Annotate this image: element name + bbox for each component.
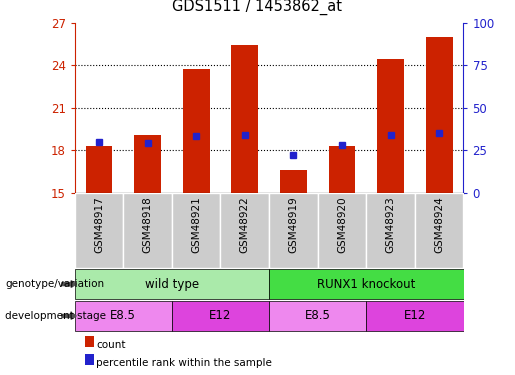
Bar [269, 269, 464, 299]
Text: GSM48917: GSM48917 [94, 196, 104, 253]
Text: genotype/variation: genotype/variation [5, 279, 104, 289]
Text: GSM48923: GSM48923 [386, 196, 396, 253]
Text: GDS1511 / 1453862_at: GDS1511 / 1453862_at [173, 0, 342, 15]
Bar [75, 301, 172, 331]
Bar [366, 301, 464, 331]
Text: GSM48919: GSM48919 [288, 196, 298, 253]
Text: percentile rank within the sample: percentile rank within the sample [96, 358, 272, 368]
Bar [231, 45, 258, 193]
Text: E12: E12 [209, 309, 232, 322]
Text: GSM48918: GSM48918 [143, 196, 152, 253]
Text: GSM48924: GSM48924 [434, 196, 444, 253]
Bar [123, 193, 172, 268]
Bar [172, 301, 269, 331]
Bar [280, 170, 307, 193]
Text: GSM48921: GSM48921 [191, 196, 201, 253]
Text: E8.5: E8.5 [305, 309, 331, 322]
Bar [329, 146, 355, 193]
Bar [75, 269, 269, 299]
Bar [426, 37, 453, 193]
Bar [377, 60, 404, 193]
Text: development stage: development stage [5, 311, 106, 321]
Text: wild type: wild type [145, 278, 199, 291]
Bar [172, 193, 220, 268]
Bar [183, 69, 210, 193]
Text: GSM48920: GSM48920 [337, 196, 347, 253]
Text: count: count [96, 340, 126, 350]
Text: GSM48922: GSM48922 [240, 196, 250, 253]
Text: E8.5: E8.5 [110, 309, 136, 322]
Text: RUNX1 knockout: RUNX1 knockout [317, 278, 416, 291]
Bar [269, 193, 318, 268]
Bar [85, 146, 112, 193]
Bar [75, 193, 123, 268]
Bar [220, 193, 269, 268]
Bar [134, 135, 161, 193]
Bar [366, 193, 415, 268]
Text: E12: E12 [404, 309, 426, 322]
Bar [269, 301, 366, 331]
Bar [415, 193, 464, 268]
Bar [318, 193, 366, 268]
